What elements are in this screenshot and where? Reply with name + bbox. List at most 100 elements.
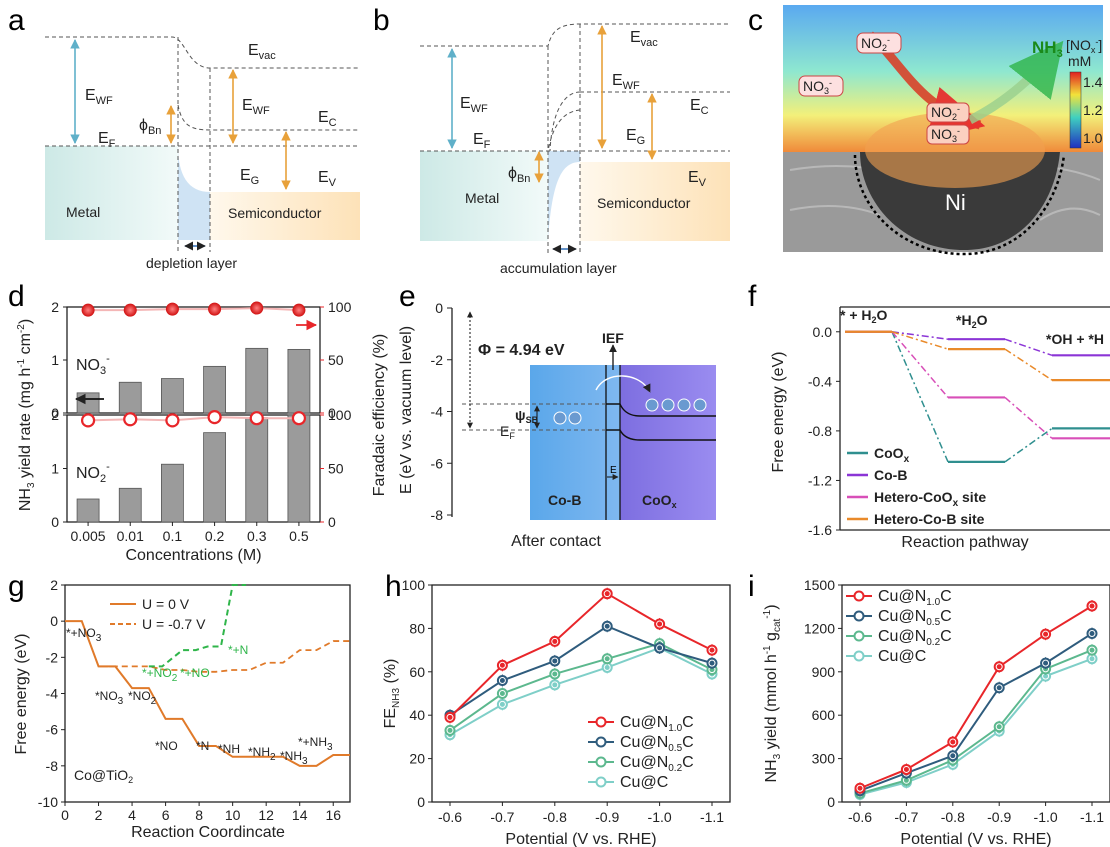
label-ev: EV bbox=[318, 169, 337, 189]
i-xtick: -0.7 bbox=[894, 809, 918, 825]
label-evac-b: Evac bbox=[630, 29, 658, 49]
g-xtick: 2 bbox=[95, 807, 103, 823]
d-fe-point bbox=[80, 413, 96, 428]
panel-h: h -0.6 -0.7 -0.8 -0.9 -1.0 -1.1 0 20 40 60 80 100 Po… bbox=[382, 570, 731, 847]
h-ytick: 60 bbox=[409, 664, 425, 680]
g-step-label: *+NO2 bbox=[142, 666, 178, 684]
d-bar bbox=[203, 432, 226, 523]
d-xtick: 0.5 bbox=[289, 528, 309, 544]
g-ytick: -8 bbox=[46, 758, 59, 774]
d-bar bbox=[203, 365, 226, 414]
h-legend-marker bbox=[595, 736, 607, 748]
label-eg-b: EG bbox=[626, 127, 645, 147]
e-ytick: -6 bbox=[431, 455, 444, 471]
colorbar-title: [NOx-] bbox=[1066, 37, 1102, 55]
e-ytick: -8 bbox=[431, 507, 444, 523]
h-legend-marker bbox=[595, 776, 607, 788]
f-ylabel: Free energy (eV) bbox=[770, 352, 787, 473]
i-point-core bbox=[996, 664, 1002, 670]
chart-i: -0.6 -0.7 -0.8 -0.9 -1.0 -1.1 0 300 600 900 1200 15… bbox=[762, 577, 1110, 847]
label-step1: * + H2O bbox=[840, 307, 888, 325]
d-y2tick: 50 bbox=[328, 461, 344, 477]
label-ewf: EWF bbox=[85, 87, 113, 107]
i-point-core bbox=[996, 724, 1002, 730]
h-xtick: -0.8 bbox=[543, 809, 567, 825]
d-ytick: 1 bbox=[51, 461, 59, 477]
d-bar bbox=[118, 381, 142, 414]
h-point-core bbox=[447, 727, 453, 733]
panel-b: b Evac EWF EWF EC EF EG ϕBn EV Metal Sem… bbox=[373, 4, 730, 276]
g-xtick: 0 bbox=[61, 807, 69, 823]
panel-label-c: c bbox=[748, 4, 763, 37]
h-xtick: -1.1 bbox=[700, 809, 724, 825]
h-legend-label: Cu@N1.0C bbox=[620, 714, 694, 734]
f-legend-label: CoOx bbox=[874, 445, 910, 465]
h-legend-label: Cu@N0.2C bbox=[620, 754, 694, 774]
h-point-core bbox=[657, 645, 663, 651]
panel-label-a: a bbox=[8, 4, 25, 37]
h-series-line bbox=[449, 625, 713, 717]
panel-g: g 0 2 4 6 8 10 12 14 16 2 0 -2 -4 -6 -8 -10 Free energy … bbox=[8, 570, 351, 841]
colorbar-unit: mM bbox=[1068, 53, 1091, 69]
g-step-label: *+NO3 bbox=[66, 626, 102, 644]
label-ewf2: EWF bbox=[242, 97, 270, 117]
i-ytick: 1500 bbox=[804, 577, 835, 593]
label-ewf-b2: EWF bbox=[612, 72, 640, 92]
i-point-core bbox=[1043, 660, 1049, 666]
d-xlabel: Concentrations (M) bbox=[125, 547, 261, 564]
label-metal: Metal bbox=[66, 204, 100, 220]
d-bar bbox=[287, 414, 311, 523]
h-point-core bbox=[552, 638, 558, 644]
g-xtick: 10 bbox=[225, 807, 241, 823]
i-series-line bbox=[859, 657, 1093, 796]
panel-f: f 0.0 -0.4 -0.8 -1.2 -1.6 Free energy (eV) Rea… bbox=[748, 280, 1110, 551]
f-connector bbox=[891, 331, 949, 398]
label-ec: EC bbox=[318, 109, 337, 129]
g-step-label: *NH bbox=[218, 742, 240, 756]
h-point-core bbox=[552, 682, 558, 688]
f-ytick: -0.8 bbox=[808, 423, 832, 439]
f-xlabel: Reaction pathway bbox=[901, 534, 1028, 551]
axis-label-e-x: After contact bbox=[511, 533, 601, 550]
h-xtick: -0.6 bbox=[438, 809, 462, 825]
h-point-core bbox=[604, 591, 610, 597]
i-xtick: -1.0 bbox=[1034, 809, 1058, 825]
i-xtick: -0.9 bbox=[987, 809, 1011, 825]
d-ylabel: NH3 yield rate (mg h-1 cm-2) bbox=[16, 319, 37, 511]
label-ef: EF bbox=[98, 130, 116, 150]
i-point-core bbox=[1089, 647, 1095, 653]
label-catalyst: Co@TiO2 bbox=[74, 767, 133, 785]
panel-a: a EWF EF ϕBn Evac EWF EC EG EV Metal Sem… bbox=[8, 4, 360, 271]
i-legend-marker bbox=[853, 590, 865, 602]
g-legend-label-0: U = 0 V bbox=[142, 596, 190, 612]
label-ni: Ni bbox=[945, 190, 966, 215]
i-legend-marker bbox=[853, 610, 865, 622]
h-point-core bbox=[499, 701, 505, 707]
h-xtick: -1.0 bbox=[648, 809, 672, 825]
h-point-core bbox=[499, 691, 505, 696]
d-bar bbox=[245, 347, 269, 414]
panel-c: c NO3- NO2- NH3 NO2- NO3- Ni [NOx-] mM 1… bbox=[748, 4, 1103, 256]
label-coox: CoOx bbox=[642, 492, 677, 510]
i-legend-marker bbox=[853, 650, 865, 662]
i-point-core bbox=[903, 766, 909, 772]
panel-label-h: h bbox=[385, 570, 402, 603]
d-fe-point bbox=[291, 411, 307, 426]
g-xtick: 14 bbox=[292, 807, 308, 823]
i-point-core bbox=[996, 685, 1002, 691]
d-xtick: 0.1 bbox=[163, 528, 183, 544]
i-legend-label: Cu@N0.5C bbox=[878, 608, 952, 628]
h-ytick: 40 bbox=[409, 707, 425, 723]
label-ef-b: EF bbox=[473, 131, 491, 151]
i-legend-label: Cu@N0.2C bbox=[878, 628, 952, 648]
g-step-label: *+NO bbox=[180, 666, 210, 680]
d-frame-0 bbox=[66, 306, 321, 414]
d-y2tick: 100 bbox=[328, 407, 352, 423]
h-xlabel: Potential (V vs. RHE) bbox=[505, 831, 656, 847]
d-y2tick: 100 bbox=[328, 299, 352, 315]
d-ytick: 2 bbox=[51, 299, 59, 315]
e-ytick: 0 bbox=[435, 300, 443, 316]
label-ewf-b: EWF bbox=[460, 95, 488, 115]
d-xtick: 0.2 bbox=[205, 528, 225, 544]
d-bar bbox=[161, 463, 184, 523]
